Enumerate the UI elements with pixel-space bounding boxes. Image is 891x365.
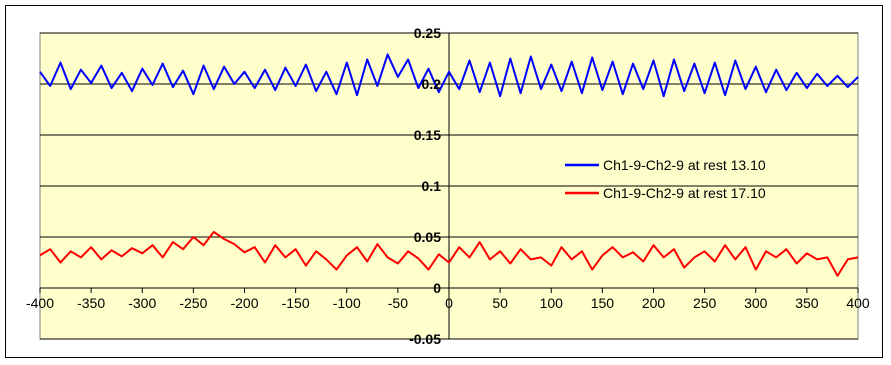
x-tick-label: 150 xyxy=(591,295,615,311)
x-tick-label: -250 xyxy=(179,295,207,311)
x-tick-label: 200 xyxy=(642,295,666,311)
x-tick-label: -150 xyxy=(282,295,310,311)
x-tick-label: 300 xyxy=(744,295,768,311)
x-tick-label: -200 xyxy=(230,295,258,311)
y-tick-label: 0.05 xyxy=(414,229,441,245)
x-tick-label: 350 xyxy=(795,295,819,311)
y-tick-label: 0.2 xyxy=(422,76,442,92)
x-tick-labels: -400 -350 -300 -250 -200 -150 -100 -50 0 50 100 150… xyxy=(26,295,870,311)
series-line-2 xyxy=(39,230,859,277)
y-tick-label: 0.15 xyxy=(414,127,441,143)
legend-label: Ch1-9-Ch2-9 at rest 17.10 xyxy=(603,185,766,201)
y-tick-label: 0.25 xyxy=(414,25,441,41)
x-tick-label: 250 xyxy=(693,295,717,311)
y-tick-labels: -0.05 0 0.05 0.1 0.15 0.2 0.25 xyxy=(409,25,441,347)
x-tick-label: 400 xyxy=(846,295,870,311)
legend: Ch1-9-Ch2-9 at rest 13.10 Ch1-9-Ch2-9 at … xyxy=(565,157,766,201)
y-tick-label: -0.05 xyxy=(409,331,441,347)
axes xyxy=(39,32,859,340)
legend-label: Ch1-9-Ch2-9 at rest 13.10 xyxy=(603,157,766,173)
x-tick-label: -300 xyxy=(128,295,156,311)
x-tick-label: -50 xyxy=(388,295,408,311)
x-tick-label: -400 xyxy=(26,295,54,311)
series-line-1 xyxy=(39,53,859,98)
x-tick-label: -350 xyxy=(77,295,105,311)
x-tick-label: 50 xyxy=(492,295,508,311)
y-tick-label: 0 xyxy=(433,280,441,296)
y-tick-label: 0.1 xyxy=(422,178,442,194)
x-tick-label: 0 xyxy=(445,295,453,311)
x-tick-label: 100 xyxy=(540,295,564,311)
x-tick-label: -100 xyxy=(333,295,361,311)
series-layer xyxy=(39,53,859,277)
